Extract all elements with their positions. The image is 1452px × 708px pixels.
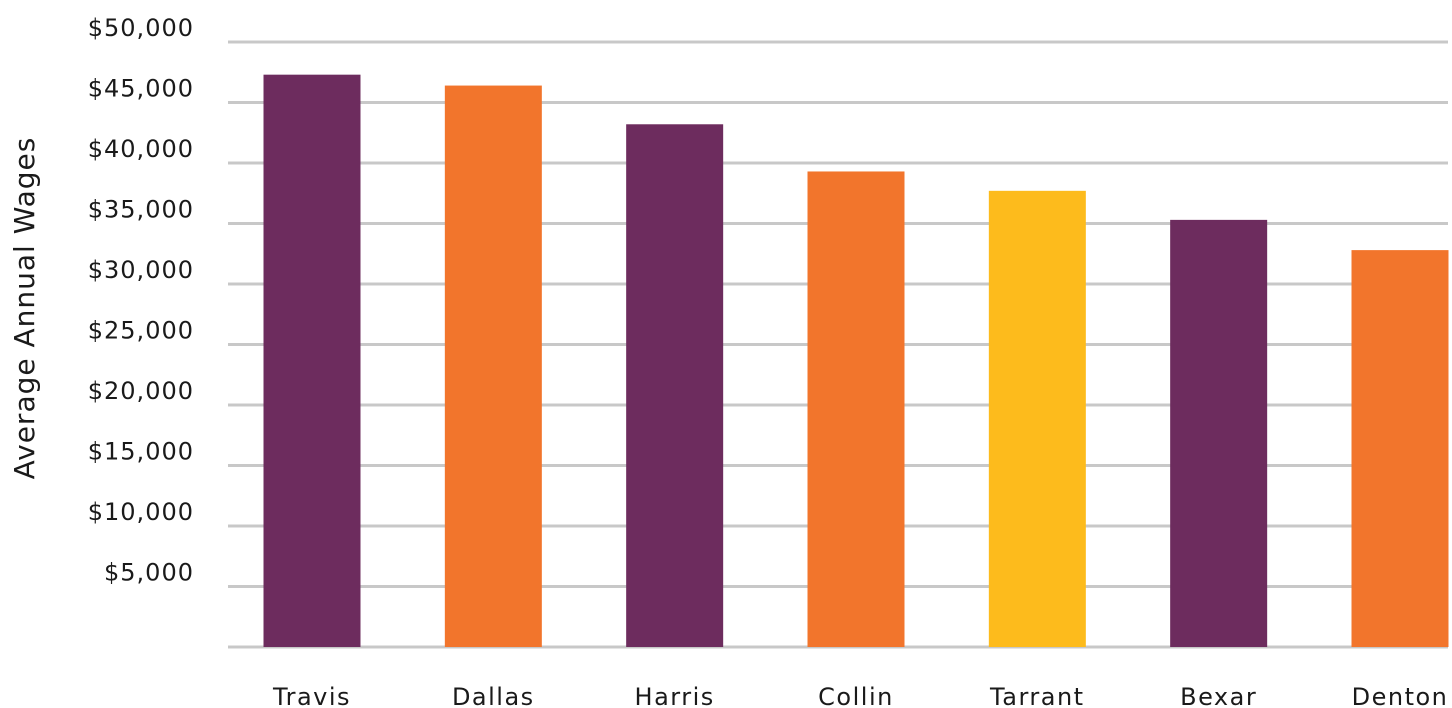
y-tick-label: $35,000 [88,196,194,224]
x-tick-label: Collin [818,683,894,708]
x-tick-label: Bexar [1180,683,1257,708]
y-tick-label: $40,000 [88,135,194,163]
y-axis-label: Average Annual Wages [8,137,41,480]
bar-dallas [444,85,542,647]
y-tick-label: $10,000 [88,498,194,526]
bar-travis [263,74,361,648]
bars [263,74,1449,648]
bar-tarrant [988,190,1086,647]
y-tick-label: $15,000 [88,438,194,466]
x-tick-label: Harris [635,683,715,708]
x-axis-ticks: Travis Dallas Harris Collin Tarrant Bexar Dent… [272,683,1449,708]
bar-harris [626,124,724,647]
y-tick-label: $50,000 [88,14,194,42]
y-tick-label: $25,000 [88,317,194,345]
bar-denton [1351,250,1449,647]
y-tick-label: $45,000 [88,75,194,103]
y-tick-label: $5,000 [104,559,194,587]
bar-collin [807,171,905,647]
x-tick-label: Dallas [452,683,535,708]
y-axis-ticks: $5,000 $10,000 $15,000 $20,000 $25,000 $30,00… [88,14,194,587]
y-tick-label: $30,000 [88,256,194,284]
bar-bexar [1170,219,1268,647]
y-tick-label: $20,000 [88,377,194,405]
x-tick-label: Tarrant [989,683,1085,708]
x-tick-label: Denton [1352,683,1449,708]
x-tick-label: Travis [272,683,351,708]
